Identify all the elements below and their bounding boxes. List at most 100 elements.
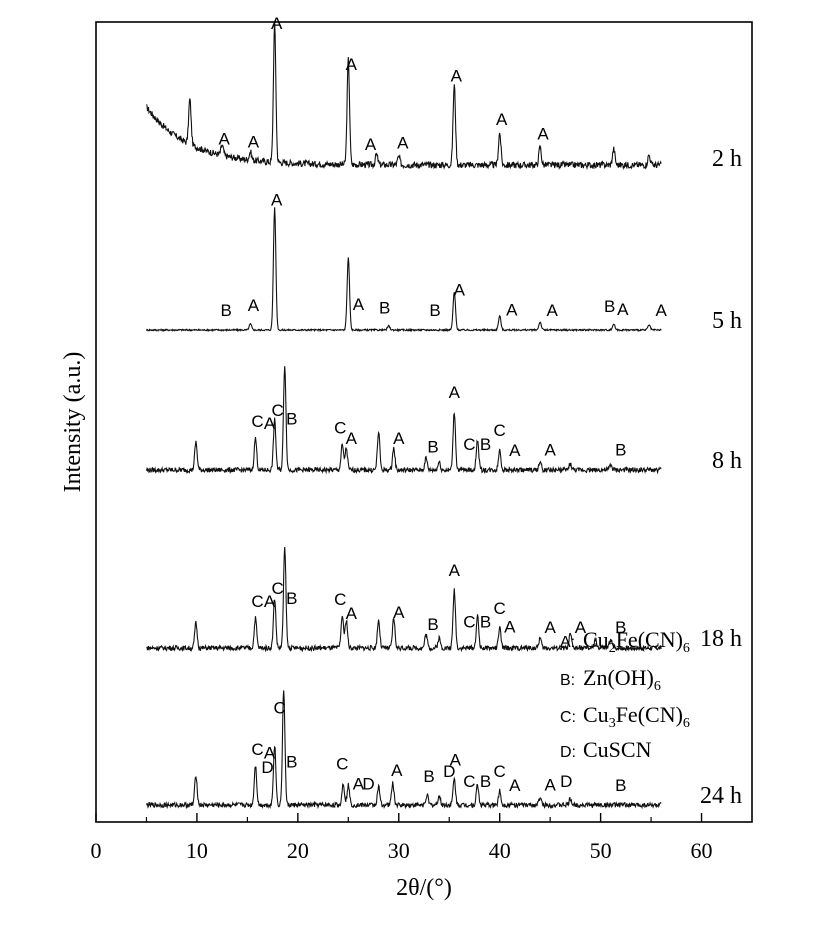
peak-label: A xyxy=(451,67,463,86)
legend-key: B: xyxy=(560,672,575,689)
x-tick-label: 0 xyxy=(91,838,102,863)
peak-label: B xyxy=(480,772,491,791)
peak-label: A xyxy=(353,774,365,793)
peak-label: A xyxy=(397,134,409,153)
peak-label: C xyxy=(251,740,263,759)
peak-label: A xyxy=(346,429,358,448)
peak-label: A xyxy=(219,130,231,149)
peak-label: D xyxy=(261,758,273,777)
peak-label: B xyxy=(286,410,297,429)
peak-label: A xyxy=(537,125,549,144)
peak-label: C xyxy=(494,762,506,781)
peak-label: A xyxy=(506,301,518,320)
peak-label: A xyxy=(264,744,276,763)
x-tick-label: 60 xyxy=(691,838,713,863)
peak-label: C xyxy=(272,579,284,598)
x-tick-label: 50 xyxy=(590,838,612,863)
peak-label: A xyxy=(544,618,556,637)
peak-label: B xyxy=(379,298,390,317)
peak-label: C xyxy=(336,755,348,774)
peak-label: C xyxy=(463,435,475,454)
x-axis-ticks: 0 10 20 30 40 50 60 xyxy=(91,813,713,863)
peak-label: A xyxy=(509,441,521,460)
peak-label: A xyxy=(271,14,283,33)
series-name-label: 8 h xyxy=(712,448,742,474)
peak-label: B xyxy=(615,776,626,795)
peak-label: B xyxy=(221,301,232,320)
legend-formula: Cu3Fe(CN)6 xyxy=(583,702,690,731)
y-axis-label: Intensity (a.u.) xyxy=(60,352,86,493)
peak-label: A xyxy=(346,604,358,623)
peak-label: B xyxy=(615,618,626,637)
series-trace xyxy=(145,207,662,333)
peak-label: D xyxy=(362,774,374,793)
peak-label: A xyxy=(393,603,405,622)
peak-label: B xyxy=(286,589,297,608)
peak-label: A xyxy=(544,440,556,459)
peak-label: A xyxy=(509,776,521,795)
peak-label: D xyxy=(560,772,572,791)
peak-label: B xyxy=(427,615,438,634)
peak-label: C xyxy=(494,421,506,440)
peak-label: B xyxy=(604,297,615,316)
x-tick-label: 30 xyxy=(388,838,410,863)
peak-label: A xyxy=(391,761,403,780)
peak-label: C xyxy=(463,612,475,631)
peak-label: A xyxy=(504,617,516,636)
peak-label: D xyxy=(443,762,455,781)
peak-label: A xyxy=(248,133,260,152)
series-trace xyxy=(146,547,662,653)
legend-key: C: xyxy=(560,709,576,726)
legend-formula: CuSCN xyxy=(583,737,652,762)
x-tick-label: 10 xyxy=(186,838,208,863)
legend-key: D: xyxy=(560,744,576,761)
peak-label: C xyxy=(272,401,284,420)
peak-label: A xyxy=(393,429,405,448)
peak-label: A xyxy=(450,751,462,770)
peak-label: A xyxy=(248,296,260,315)
peak-label: A xyxy=(449,561,461,580)
series-name-label: 5 h xyxy=(712,308,742,334)
peak-label: C xyxy=(463,772,475,791)
peak-label: C xyxy=(494,599,506,618)
peak-label: B xyxy=(615,441,626,460)
peak-label: A xyxy=(353,295,365,314)
series-trace xyxy=(146,21,662,171)
peak-label: B xyxy=(427,437,438,456)
peak-label: B xyxy=(423,767,434,786)
peak-label: C xyxy=(334,418,346,437)
peak-label: B xyxy=(429,301,440,320)
x-axis-label: 2θ/(°) xyxy=(396,875,452,901)
peak-label: B xyxy=(480,612,491,631)
peak-label: C xyxy=(251,412,263,431)
peak-label: C xyxy=(251,592,263,611)
series-trace xyxy=(145,366,662,475)
series-name-label: 18 h xyxy=(700,626,742,652)
peak-label: A xyxy=(365,135,377,154)
peak-label: A xyxy=(617,300,629,319)
peak-label: A xyxy=(271,190,283,209)
legend-formula: Cu2Fe(CN)6 xyxy=(583,627,690,656)
legend: A: Cu2Fe(CN)6 B: Zn(OH)6 C: Cu3Fe(CN)6 D: CuSCN xyxy=(560,627,690,762)
peak-label: A xyxy=(454,281,466,300)
peak-label: A xyxy=(575,618,587,637)
series-name-label: 24 h xyxy=(700,783,742,809)
x-tick-label: 20 xyxy=(287,838,309,863)
peak-label: A xyxy=(264,592,276,611)
peak-label: A xyxy=(655,301,667,320)
series-name-group: 2 h 5 h 8 h 18 h 24 h xyxy=(700,146,742,809)
trace-group xyxy=(145,21,662,810)
peak-label: A xyxy=(544,775,556,794)
peak-label: C xyxy=(274,699,286,718)
peak-label: A xyxy=(346,55,358,74)
peak-label: C xyxy=(334,590,346,609)
plot-frame xyxy=(95,21,753,823)
peak-label: A xyxy=(547,301,559,320)
peak-label: A xyxy=(496,110,508,129)
peak-label: A xyxy=(449,383,461,402)
legend-key: A: xyxy=(560,634,575,651)
peak-label: A xyxy=(264,414,276,433)
legend-formula: Zn(OH)6 xyxy=(583,665,661,694)
